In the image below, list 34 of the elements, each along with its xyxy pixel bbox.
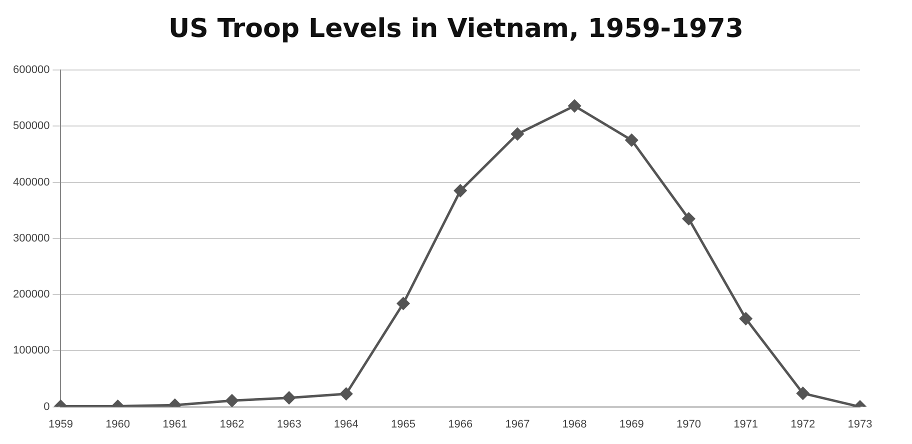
point xyxy=(625,134,638,146)
x-tick-label: 1960 xyxy=(106,418,130,430)
point xyxy=(682,212,695,226)
point xyxy=(282,392,296,404)
x-tick-label: 1968 xyxy=(562,418,587,430)
point xyxy=(796,387,810,400)
x-tick-label: 1967 xyxy=(505,418,530,430)
y-tick-label: 0 xyxy=(44,400,50,413)
x-tick-label: 1969 xyxy=(619,418,644,430)
x-tick-label: 1973 xyxy=(848,418,872,430)
x-tick-label: 1962 xyxy=(220,418,244,430)
point xyxy=(397,297,410,310)
x-tick-label: 1971 xyxy=(734,418,758,430)
x-tick-label: 1963 xyxy=(276,418,302,430)
x-tick-label: 1961 xyxy=(162,418,188,430)
point xyxy=(226,394,238,407)
y-tick-label: 100000 xyxy=(12,344,50,357)
point xyxy=(568,100,581,112)
point xyxy=(740,312,752,325)
x-tick-label: 1965 xyxy=(391,418,416,430)
x-tick-label: 1966 xyxy=(448,418,473,430)
x-tick-label: 1959 xyxy=(48,418,73,430)
y-tick-label: 500000 xyxy=(12,120,50,132)
x-tick-label: 1972 xyxy=(790,418,816,430)
x-tick-label: 1970 xyxy=(676,418,701,430)
point xyxy=(340,388,352,400)
point xyxy=(511,128,524,140)
y-tick-label: 300000 xyxy=(12,232,50,244)
chart-title: US Troop Levels in Vietnam, 1959-1973 xyxy=(168,14,744,44)
y-tick-label: 400000 xyxy=(12,176,50,188)
y-tick-label: 600000 xyxy=(12,64,50,76)
point xyxy=(454,184,467,197)
x-tick-label: 1964 xyxy=(334,418,358,430)
y-tick-label: 200000 xyxy=(12,288,50,301)
